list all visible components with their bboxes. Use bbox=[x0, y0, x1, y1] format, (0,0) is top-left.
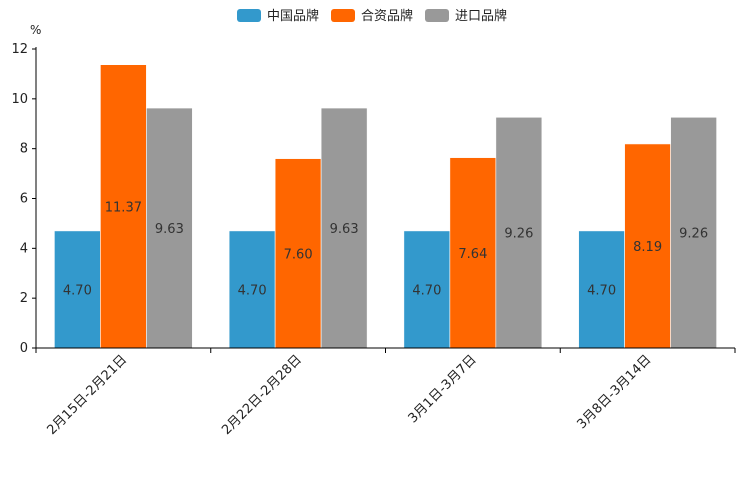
bar-value-label: 4.70 bbox=[238, 283, 267, 298]
bar bbox=[495, 116, 543, 349]
bar-value-label: 7.60 bbox=[284, 247, 313, 262]
x-tick-label: 3月8日-3月14日 bbox=[575, 352, 655, 432]
bars bbox=[54, 64, 717, 349]
x-tick-label: 2月15日-2月21日 bbox=[44, 352, 130, 438]
y-axis: 0 2 4 6 8 10 12 bbox=[11, 42, 37, 356]
x-tick-label: 2月22日-2月28日 bbox=[219, 352, 305, 438]
y-tick-label: 4 bbox=[20, 241, 28, 256]
y-axis-unit-label: % bbox=[30, 23, 41, 37]
bar-value-label: 7.64 bbox=[458, 247, 487, 262]
bar bbox=[274, 158, 322, 349]
bar bbox=[449, 157, 497, 349]
bar bbox=[670, 116, 717, 349]
legend: 中国品牌 合资品牌 进口品牌 bbox=[237, 8, 507, 24]
bar bbox=[228, 230, 276, 349]
legend-label: 进口品牌 bbox=[455, 8, 507, 24]
y-tick-label: 0 bbox=[20, 341, 28, 356]
bar-value-label: 4.70 bbox=[63, 283, 92, 298]
y-tick-label: 6 bbox=[20, 192, 28, 207]
legend-swatch bbox=[425, 9, 449, 22]
bar-value-label: 9.63 bbox=[330, 222, 359, 237]
bar bbox=[403, 230, 451, 349]
legend-label: 合资品牌 bbox=[361, 8, 413, 24]
bar-value-label: 4.70 bbox=[587, 283, 616, 298]
bar-value-label: 9.26 bbox=[679, 227, 708, 242]
bar-value-label: 9.63 bbox=[155, 222, 184, 237]
bar bbox=[624, 143, 671, 349]
legend-swatch bbox=[331, 9, 355, 22]
y-tick-label: 12 bbox=[11, 42, 28, 57]
bar-value-label: 11.37 bbox=[105, 200, 142, 215]
legend-label: 中国品牌 bbox=[267, 8, 319, 24]
bar-value-label: 9.26 bbox=[504, 227, 533, 242]
bar-value-label: 4.70 bbox=[412, 283, 441, 298]
bar bbox=[54, 230, 101, 349]
y-tick-label: 8 bbox=[20, 142, 28, 157]
bar-value-label: 8.19 bbox=[633, 240, 662, 255]
x-tick-label: 3月1日-3月7日 bbox=[406, 352, 480, 426]
bar-labels: 4.70 4.70 4.70 4.70 11.37 7.60 7.64 8.19 9.63 9.6… bbox=[63, 200, 708, 298]
bar bbox=[320, 107, 368, 349]
y-tick-label: 10 bbox=[11, 92, 28, 107]
legend-swatch bbox=[237, 9, 261, 22]
y-tick-label: 2 bbox=[20, 291, 28, 306]
x-axis: 2月15日-2月21日 2月22日-2月28日 3月1日-3月7日 3月8日-3月14… bbox=[35, 347, 736, 438]
